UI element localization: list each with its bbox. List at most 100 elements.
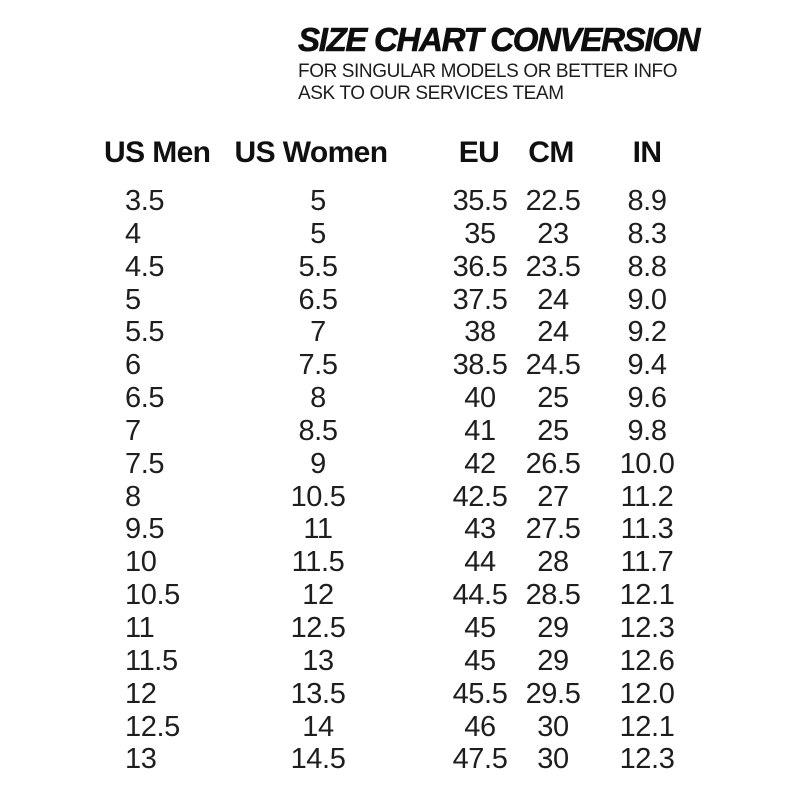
table-cell: 44.5: [452, 579, 508, 612]
column-header-us-men: US Men: [104, 136, 211, 169]
table-cell: 29: [537, 644, 569, 677]
table-cell: 10.5: [290, 480, 346, 513]
table-cell: 26.5: [525, 447, 581, 480]
table-cell: 45.5: [452, 677, 508, 710]
column-cm-values: 22.5 23 23.5 24 24 24.5 25 25 26.5 27 27.5 28 28.5 29…: [503, 185, 603, 776]
table-cell: 37.5: [452, 283, 508, 316]
column-header-eu: EU: [458, 136, 500, 169]
table-cell: 30: [537, 710, 569, 743]
table-cell: 13: [302, 644, 334, 677]
table-cell: 12.6: [619, 644, 675, 677]
table-cell: 9.4: [627, 349, 667, 382]
table-cell: 29.5: [525, 677, 581, 710]
table-cell: 7.5: [298, 349, 338, 382]
table-cell: 5.5: [125, 316, 165, 349]
table-cell: 5: [310, 217, 326, 250]
table-cell: 11: [303, 513, 333, 546]
column-us-women-values: 5 5 5.5 6.5 7 7.5 8 8.5 9 10.5 11 11.5 12 12.5 13 13.5 1…: [238, 185, 398, 776]
table-cell: 6: [125, 349, 141, 382]
table-cell: 8: [125, 480, 141, 513]
column-us-men-values: 3.5 4 4.5 5 5.5 6 6.5 7 7.5 8 9.5 10 10.5 11 11.5 12 12.…: [125, 185, 235, 776]
table-cell: 8.9: [627, 185, 667, 217]
table-cell: 11: [125, 611, 155, 644]
table-cell: 12.5: [125, 710, 180, 743]
table-cell: 10: [125, 546, 157, 579]
table-cell: 25: [537, 414, 569, 447]
table-cell: 12.3: [619, 611, 675, 644]
table-cell: 29: [537, 611, 569, 644]
table-cell: 7: [310, 316, 326, 349]
column-header-cm: CM: [528, 136, 574, 169]
table-cell: 35.5: [452, 185, 508, 217]
table-cell: 42.5: [452, 480, 508, 513]
table-cell: 30: [537, 743, 569, 776]
table-cell: 25: [537, 382, 569, 415]
table-cell: 36.5: [452, 250, 508, 283]
table-cell: 11.7: [620, 546, 674, 579]
table-cell: 3.5: [125, 185, 165, 217]
table-cell: 12.3: [619, 743, 675, 776]
table-cell: 5.5: [298, 250, 338, 283]
table-cell: 12.0: [619, 677, 675, 710]
table-cell: 46: [464, 710, 496, 743]
column-eu-values: 35.5 35 36.5 37.5 38 38.5 40 41 42 42.5 43 44 44.5 45…: [430, 185, 530, 776]
table-cell: 4.5: [125, 250, 165, 283]
table-cell: 12: [302, 579, 334, 612]
table-cell: 5: [310, 185, 326, 217]
table-cell: 14: [302, 710, 334, 743]
table-cell: 9.6: [627, 382, 667, 415]
table-cell: 44: [464, 546, 496, 579]
table-cell: 47.5: [452, 743, 508, 776]
table-cell: 8.5: [298, 414, 338, 447]
table-cell: 23.5: [525, 250, 581, 283]
page-subtitle: FOR SINGULAR MODELS OR BETTER INFO ASK T…: [298, 61, 678, 104]
column-in-values: 8.9 8.3 8.8 9.0 9.2 9.4 9.6 9.8 10.0 11.2 11.3 11.7…: [597, 185, 697, 776]
table-cell: 45: [464, 611, 496, 644]
table-cell: 9: [310, 447, 326, 480]
table-cell: 24: [537, 283, 569, 316]
table-cell: 9.8: [627, 414, 667, 447]
table-cell: 24.5: [525, 349, 581, 382]
table-cell: 9.5: [125, 513, 165, 546]
table-cell: 7.5: [125, 447, 165, 480]
table-cell: 12.5: [290, 611, 346, 644]
table-cell: 8.3: [627, 217, 667, 250]
table-cell: 12.1: [619, 579, 675, 612]
table-cell: 42: [464, 447, 496, 480]
table-cell: 43: [464, 513, 496, 546]
table-cell: 9.0: [627, 283, 667, 316]
table-cell: 14.5: [290, 743, 346, 776]
table-cell: 10.0: [619, 447, 675, 480]
column-header-us-women: US Women: [234, 136, 389, 169]
table-cell: 9.2: [627, 316, 667, 349]
table-cell: 11.5: [125, 644, 178, 677]
table-cell: 8.8: [627, 250, 667, 283]
page-title: SIZE CHART CONVERSION: [298, 21, 701, 58]
table-cell: 24: [537, 316, 569, 349]
table-cell: 12: [125, 677, 157, 710]
table-cell: 28: [537, 546, 569, 579]
table-cell: 23: [537, 217, 569, 250]
table-cell: 7: [125, 414, 141, 447]
table-cell: 28.5: [525, 579, 581, 612]
table-cell: 11.2: [620, 480, 674, 513]
column-header-in: IN: [632, 136, 662, 169]
table-cell: 10.5: [125, 579, 180, 612]
table-cell: 8: [310, 382, 326, 415]
table-cell: 38.5: [452, 349, 508, 382]
table-cell: 5: [125, 283, 141, 316]
table-cell: 6.5: [298, 283, 338, 316]
subtitle-line-1: FOR SINGULAR MODELS OR BETTER INFO: [298, 61, 678, 82]
table-cell: 22.5: [525, 185, 581, 217]
table-cell: 13: [125, 743, 157, 776]
table-cell: 40: [464, 382, 496, 415]
table-cell: 12.1: [619, 710, 675, 743]
table-cell: 11.5: [291, 546, 345, 579]
table-cell: 41: [464, 414, 496, 447]
table-cell: 27.5: [525, 513, 581, 546]
table-cell: 38: [464, 316, 496, 349]
subtitle-line-2: ASK TO OUR SERVICES TEAM: [298, 82, 564, 104]
table-cell: 35: [464, 217, 496, 250]
table-cell: 6.5: [125, 382, 165, 415]
